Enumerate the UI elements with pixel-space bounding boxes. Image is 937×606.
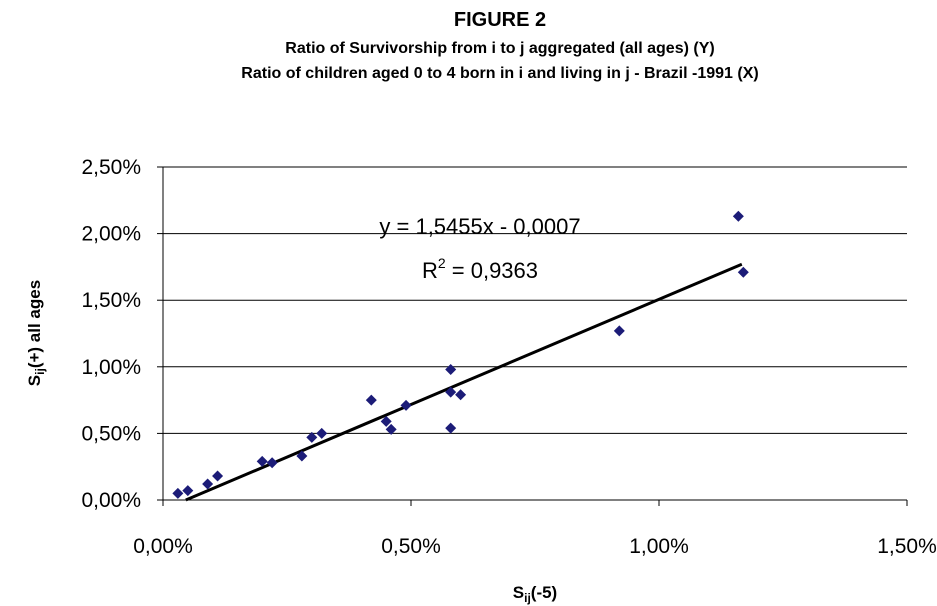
label-part: S (25, 375, 44, 386)
y-tick-label: 1,50% (81, 289, 141, 312)
label-superscript: 2 (438, 255, 446, 271)
point (182, 485, 194, 497)
y-tick-label: 2,00% (81, 223, 141, 246)
point (445, 422, 457, 434)
point (400, 399, 412, 411)
chart-subtitle: Ratio of children aged 0 to 4 born in i … (241, 65, 758, 82)
point (365, 394, 377, 406)
label-part: R (422, 258, 438, 283)
point (385, 423, 397, 435)
x-tick-label: 0,50% (381, 535, 441, 558)
x-tick-label: 1,00% (629, 535, 689, 558)
x-axis-label: Sij(-5) (513, 583, 557, 605)
point (445, 386, 457, 398)
r-squared: R2 = 0,9363 (422, 255, 538, 283)
y-tick-label: 1,00% (81, 356, 141, 379)
y-tick-label: 0,00% (81, 489, 141, 512)
point (316, 427, 328, 439)
point (296, 450, 308, 462)
point (212, 470, 224, 482)
y-tick-label: 0,50% (81, 422, 141, 445)
point (732, 210, 744, 222)
point (455, 389, 467, 401)
point (202, 478, 214, 490)
trend-line (185, 262, 743, 502)
chart-title: FIGURE 2 (454, 9, 546, 31)
point (172, 487, 184, 499)
x-tick-label: 0,00% (133, 535, 193, 558)
label-subscript: ij (524, 591, 531, 605)
point (380, 415, 392, 427)
point (256, 455, 268, 467)
point (737, 266, 749, 278)
label-subscript: ij (33, 368, 47, 375)
point (445, 363, 457, 375)
chart-subtitle: Ratio of Survivorship from i to j aggreg… (285, 40, 714, 57)
label-part: S (513, 583, 524, 602)
point (306, 431, 318, 443)
x-tick-label: 1,50% (877, 535, 937, 558)
point (613, 325, 625, 337)
y-tick-label: 2,50% (81, 156, 141, 179)
label-part: (+) all ages (25, 280, 44, 368)
trend-equation: y = 1,5455x - 0,0007 (379, 214, 580, 239)
y-axis-label: Sij(+) all ages (25, 280, 47, 386)
label-part: (-5) (531, 583, 557, 602)
point (266, 457, 278, 469)
label-part: = 0,9363 (446, 258, 538, 283)
